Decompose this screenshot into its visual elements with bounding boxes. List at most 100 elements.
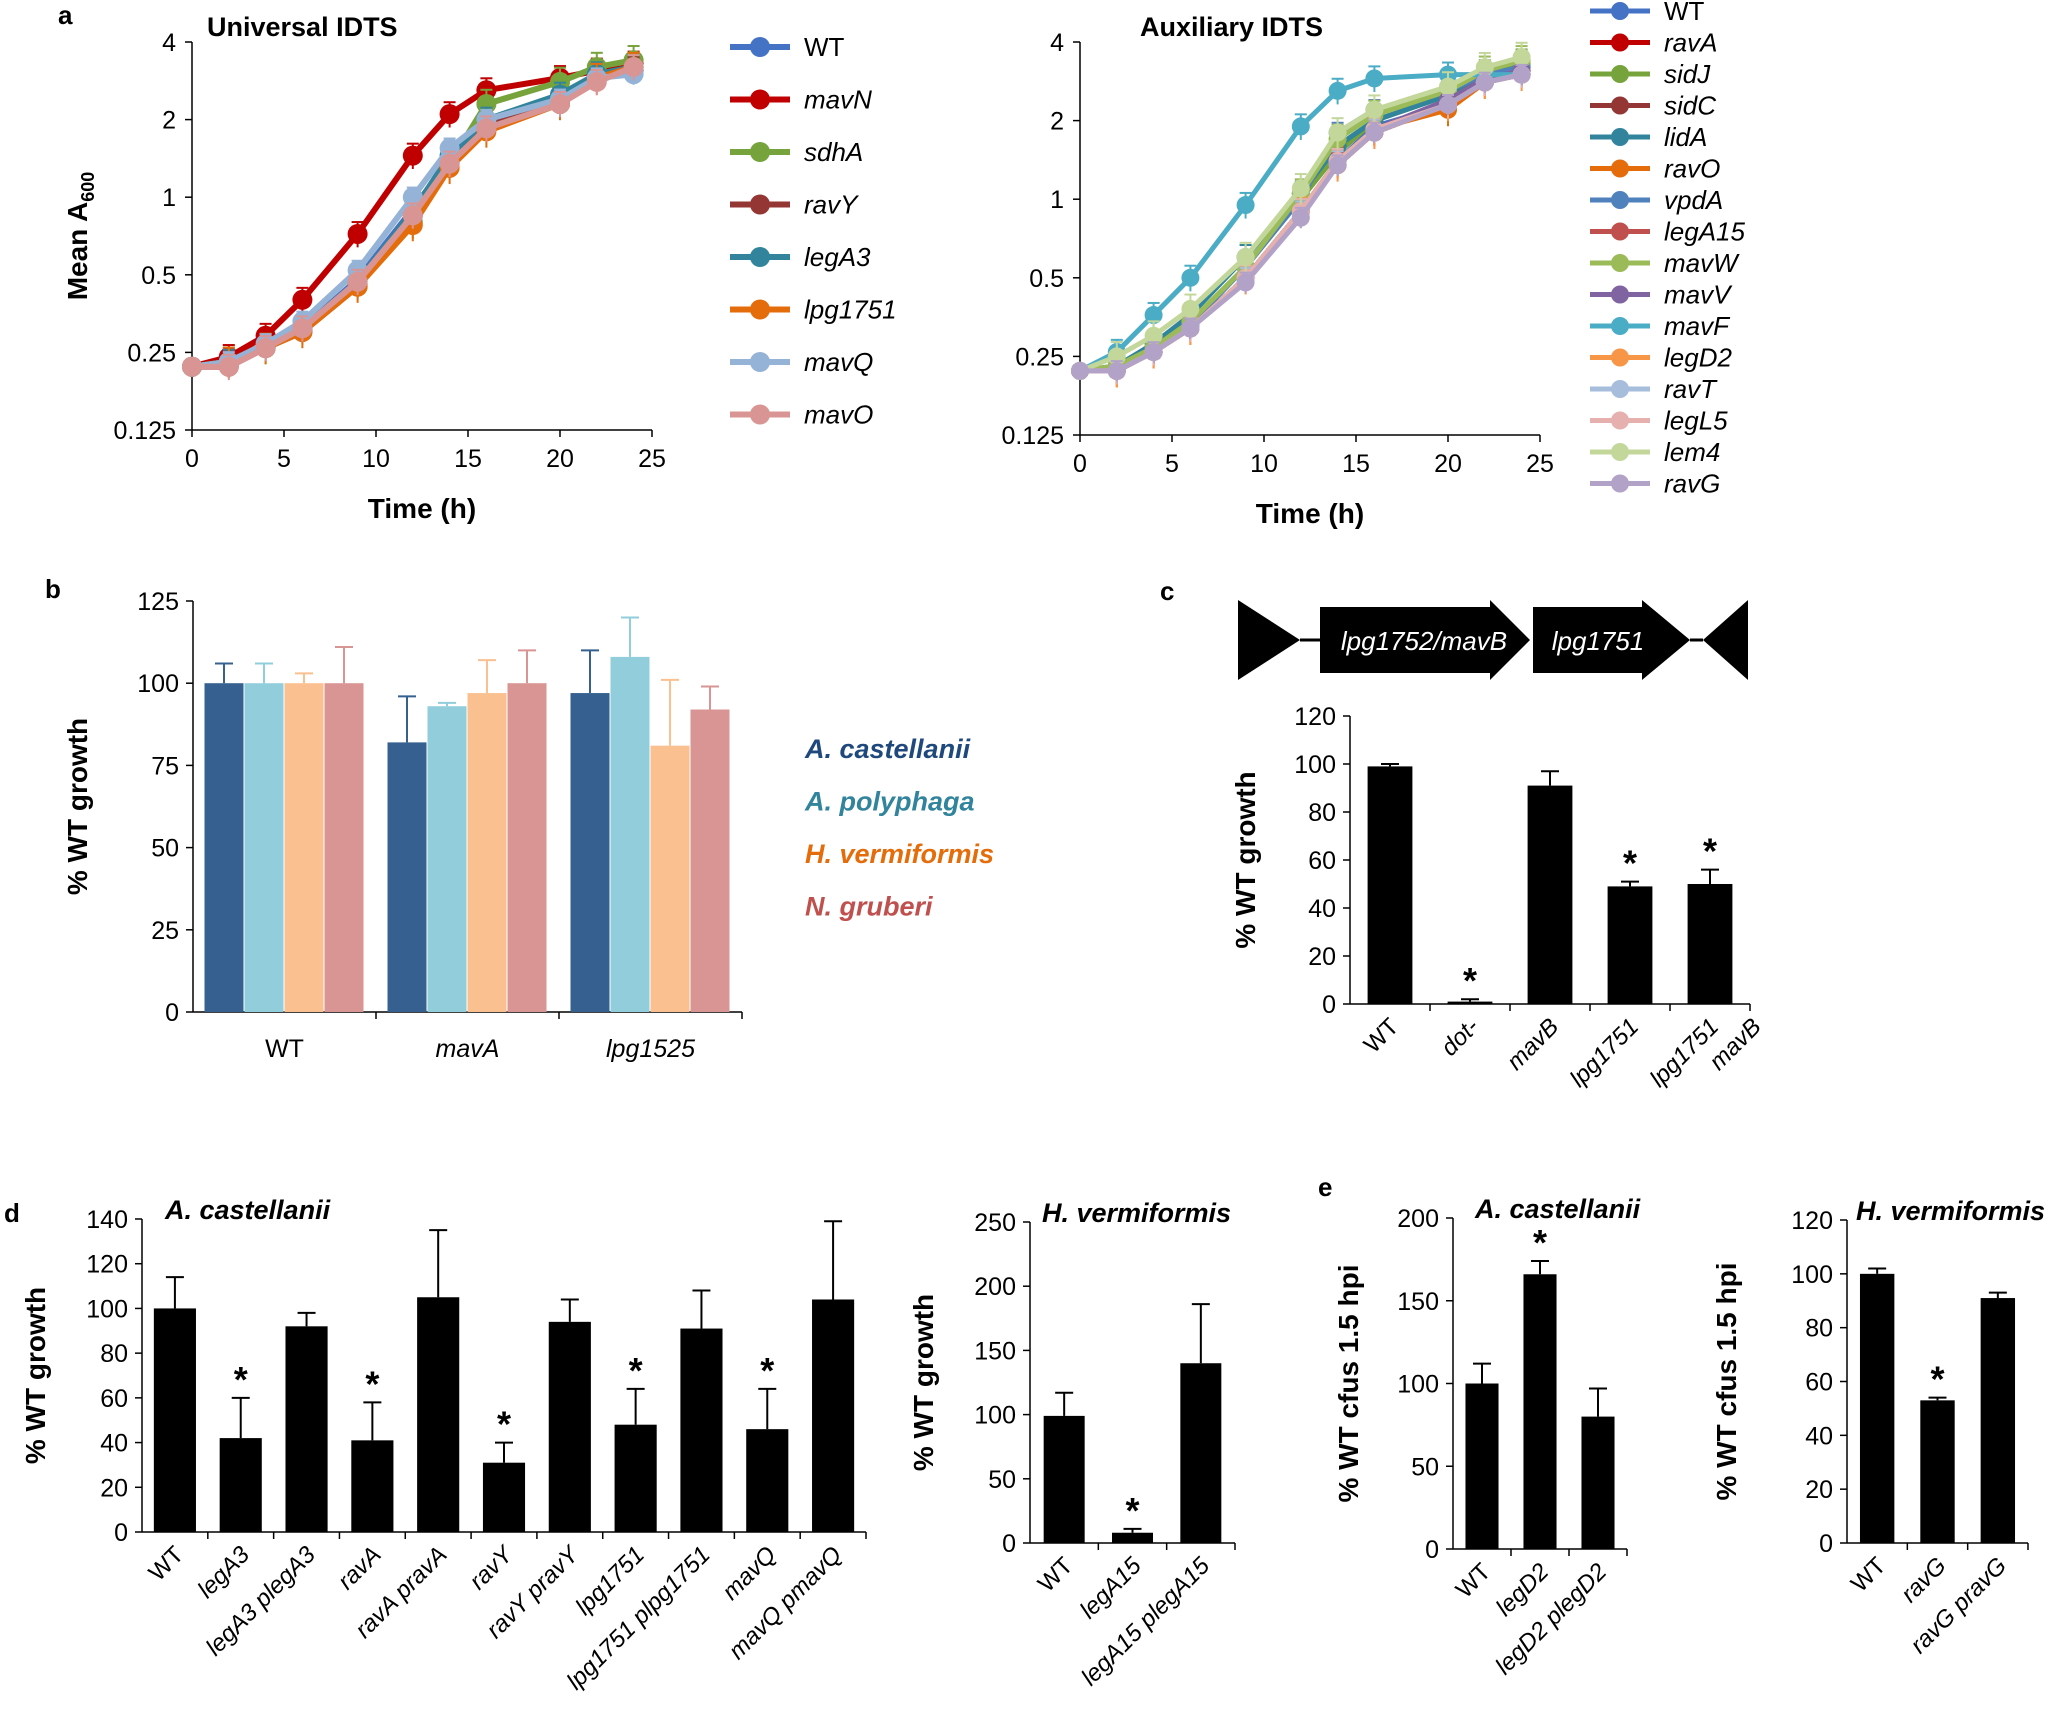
d1-bar-9 xyxy=(746,1429,789,1532)
e2-y-tick-label: 60 xyxy=(1805,1369,1833,1397)
a2-legend-label-ravG: ravG xyxy=(1664,469,1720,499)
b-legend-label-A. castellanii: A. castellanii xyxy=(804,734,971,764)
e1-y-tick-label: 200 xyxy=(1397,1205,1439,1233)
a2-point-mavF xyxy=(1144,306,1163,325)
a2-x-tick-label: 20 xyxy=(1434,450,1462,478)
c-category-label-0: WT xyxy=(1359,1013,1405,1059)
a2-point-ravG xyxy=(1291,208,1310,227)
a2-legend-marker-sidC xyxy=(1611,96,1629,115)
c-category-label-line: mavB xyxy=(1502,1013,1564,1075)
e2-category-label-line: WT xyxy=(1846,1552,1892,1598)
a1-point-mavN xyxy=(292,289,313,310)
a2-legend-marker-ravO xyxy=(1611,159,1629,178)
c-gene-label-lpg1751: lpg1751 xyxy=(1552,626,1645,656)
d2-category-label-line: WT xyxy=(1033,1552,1079,1598)
c-y-tick-label: 120 xyxy=(1294,703,1336,731)
c-category-label-2: mavB xyxy=(1502,1013,1564,1075)
a1-legend-marker-mavO xyxy=(750,404,770,425)
a1-x-axis-label: Time (h) xyxy=(368,493,476,524)
c-gene-arrow-lpg1751 xyxy=(1533,600,1690,680)
b-y-tick-label: 25 xyxy=(151,917,179,945)
a2-x-tick-label: 25 xyxy=(1526,450,1554,478)
a2-point-lem4 xyxy=(1365,100,1384,119)
a2-point-ravG xyxy=(1475,73,1494,92)
b-bar-A. polyphaga-WT xyxy=(244,683,284,1012)
d1-y-axis-label: % WT growth xyxy=(20,1287,51,1464)
e1-y-tick-label: 150 xyxy=(1397,1288,1439,1316)
d2-y-tick-label: 250 xyxy=(974,1209,1016,1237)
a1-x-tick-label: 0 xyxy=(185,445,199,473)
a1-point-mavO xyxy=(255,338,276,359)
b-legend-label-H. vermiformis: H. vermiformis xyxy=(805,839,994,869)
a1-legend-marker-WT xyxy=(750,37,770,57)
d1-y-tick-label: 100 xyxy=(86,1295,128,1323)
a1-legend-label-legA3: legA3 xyxy=(804,242,871,272)
c-gene-label-mavB: lpg1752/mavB xyxy=(1341,626,1507,656)
a1-legend-marker-sdhA xyxy=(750,142,770,162)
c-significance-star-4: * xyxy=(1703,831,1717,872)
c-gene-arrow-right xyxy=(1703,600,1748,680)
c-category-label-1: dot- xyxy=(1436,1013,1484,1061)
a1-point-mavO xyxy=(292,318,313,339)
a1-y-axis-label-main: Mean A xyxy=(62,202,93,301)
a2-x-tick-label: 0 xyxy=(1073,450,1087,478)
a2-point-mavF xyxy=(1181,268,1200,287)
e1-y-axis-label: % WT cfus 1.5 hpi xyxy=(1333,1264,1364,1502)
d2-bar-1 xyxy=(1112,1532,1153,1543)
a2-point-lem4 xyxy=(1328,123,1347,142)
d1-category-label-0: WT xyxy=(144,1541,190,1587)
d1-category-label-5: ravY xyxy=(464,1540,519,1595)
d2-category-label-line: legA15 plegA15 xyxy=(1076,1552,1215,1691)
a2-point-lem4 xyxy=(1439,77,1457,96)
a1-x-tick-label: 25 xyxy=(638,445,666,473)
a2-legend-marker-ravG xyxy=(1611,474,1629,493)
a2-point-lem4 xyxy=(1181,299,1200,318)
a1-point-mavQ xyxy=(439,138,460,159)
a2-point-ravG xyxy=(1328,156,1347,175)
panel-letter-b: b xyxy=(45,574,61,604)
a2-x-tick-label: 5 xyxy=(1165,450,1179,478)
a2-legend-label-ravA: ravA xyxy=(1664,28,1717,58)
d1-bar-5 xyxy=(482,1462,526,1532)
b-y-axis-label: % WT growth xyxy=(62,718,93,895)
a2-legend-label-ravT: ravT xyxy=(1664,374,1718,404)
a2-point-ravG xyxy=(1236,273,1255,292)
e1-y-tick-label: 50 xyxy=(1411,1453,1439,1481)
a2-point-ravG xyxy=(1107,361,1126,380)
e2-title: H. vermiformis xyxy=(1856,1196,2045,1226)
a2-x-tick-label: 10 xyxy=(1250,450,1278,478)
d1-category-label-10: mavQ pmavQ xyxy=(724,1541,848,1665)
a2-legend-marker-vpdA xyxy=(1611,191,1629,209)
a1-legend-label-lpg1751: lpg1751 xyxy=(804,295,897,325)
a1-point-mavO xyxy=(347,271,368,292)
a2-legend-label-vpdA: vpdA xyxy=(1664,185,1723,215)
d2-y-tick-label: 200 xyxy=(974,1273,1016,1301)
a1-point-mavO xyxy=(476,118,497,139)
b-bar-A. castellanii-lpg1525 xyxy=(570,693,610,1012)
a1-y-tick-label: 0.5 xyxy=(141,262,176,290)
a1-y-tick-label: 0.125 xyxy=(113,417,176,445)
e2-category-label-0: WT xyxy=(1846,1552,1892,1598)
d1-y-tick-label: 60 xyxy=(100,1385,128,1413)
a2-legend-marker-WT xyxy=(1611,2,1629,20)
c-bar-3 xyxy=(1607,886,1653,1004)
d1-significance-star-5: * xyxy=(497,1404,511,1445)
a2-legend-label-legL5: legL5 xyxy=(1664,406,1728,436)
a2-legend-label-WT: WT xyxy=(1664,0,1705,26)
d2-bar-2 xyxy=(1180,1363,1222,1543)
a2-legend-marker-legL5 xyxy=(1611,411,1629,430)
c-bar-4 xyxy=(1687,884,1733,1004)
a2-legend-marker-ravA xyxy=(1611,33,1629,52)
e1-title: A. castellanii xyxy=(1474,1194,1641,1224)
b-bar-H. vermiformis-mavA xyxy=(467,693,507,1012)
d1-category-label-line: mavQ pmavQ xyxy=(724,1541,848,1665)
d1-significance-star-1: * xyxy=(234,1359,248,1400)
a1-legend-label-sdhA: sdhA xyxy=(804,137,863,167)
a1-y-tick-label: 1 xyxy=(162,184,176,212)
c-y-tick-label: 20 xyxy=(1308,943,1336,971)
a1-legend-label-mavN: mavN xyxy=(804,85,872,115)
a1-point-mavO xyxy=(623,56,644,77)
b-bar-A. polyphaga-lpg1525 xyxy=(610,656,650,1012)
c-bar-2 xyxy=(1527,785,1573,1004)
